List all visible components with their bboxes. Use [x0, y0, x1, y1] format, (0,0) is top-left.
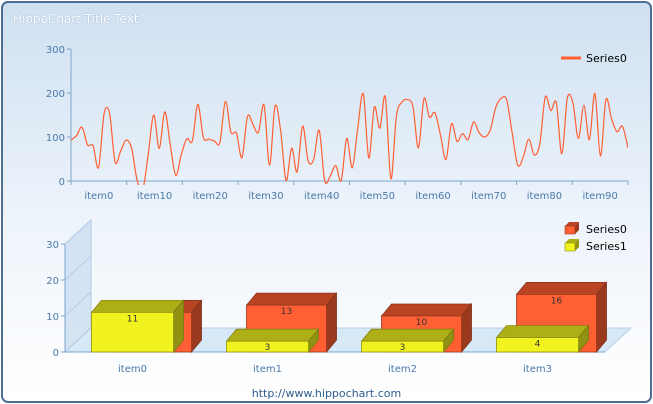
bar-series0-item1-top	[245, 292, 338, 306]
line-y-tick-label: 300	[46, 45, 65, 56]
bar-series1-item0-value-label: 11	[127, 314, 138, 324]
line-x-tick-label: item50	[360, 191, 395, 202]
line-y-tick-label: 0	[59, 177, 65, 188]
bar-wall-gridline	[64, 327, 92, 353]
bar-series1-item0-top	[90, 299, 185, 313]
bar-x-tick-label: item0	[118, 364, 147, 375]
chart-title: HippoChart Title Text	[13, 12, 139, 26]
bar-series1-item1-top	[225, 328, 320, 342]
bar-series0-item3-side	[596, 281, 607, 354]
bar-y-tick-label: 30	[46, 240, 59, 251]
bar-wall-gridline	[64, 219, 92, 245]
bar-series1-item3-front	[496, 337, 579, 353]
legend-series0-swatch-front	[564, 225, 576, 235]
legend-series0-swatch-side	[575, 222, 579, 234]
line-y-tick-label: 200	[46, 89, 65, 100]
line-y-tick-label: 100	[46, 133, 65, 144]
bar-series1-item2-value-label: 3	[400, 343, 406, 353]
bar-series0-item2-value-label: 10	[416, 318, 428, 328]
bar-wall-gridline	[64, 291, 92, 317]
bar-x-tick-label: item1	[253, 364, 282, 375]
line-x-tick-label: item0	[84, 191, 113, 202]
bar-series1-item1-front	[226, 340, 309, 353]
bar-series1-item1-value-label: 3	[265, 343, 271, 353]
line-x-tick-label: item40	[304, 191, 339, 202]
bar-series1-item2-top	[360, 328, 455, 342]
bar-series1-item2-front	[361, 340, 444, 353]
legend-series1-swatch-side	[575, 239, 579, 251]
bar-series0-item2-top	[380, 303, 473, 317]
series0-line	[71, 92, 628, 185]
legend-series1-swatch-front	[564, 242, 576, 252]
bar-x-tick-label: item3	[523, 364, 552, 375]
bar-series0-item1-value-label: 13	[281, 307, 292, 317]
bar-series1-item0-front	[91, 311, 174, 353]
bar-y-tick-label: 0	[53, 348, 59, 359]
legend-series1-swatch-top	[565, 239, 579, 243]
bar-series0-item3-top	[515, 281, 608, 295]
legend-series1-label: Series1	[586, 240, 627, 253]
bar-wall-gridline	[64, 255, 92, 281]
line-x-tick-label: item90	[582, 191, 617, 202]
bar-series0-item3-value-label: 16	[551, 296, 563, 306]
line-x-tick-label: item30	[248, 191, 283, 202]
legend-series0-swatch-top	[565, 222, 579, 226]
bar-y-tick-label: 20	[46, 276, 59, 287]
bar-y-tick-label: 10	[46, 312, 59, 323]
bar-series1-item3-top	[495, 325, 590, 339]
legend-series0-label: Series0	[586, 223, 627, 236]
line-x-tick-label: item60	[415, 191, 450, 202]
line-x-tick-label: item10	[137, 191, 172, 202]
line-x-tick-label: item80	[527, 191, 562, 202]
legend-series0-label: Series0	[586, 52, 627, 65]
bar-x-tick-label: item2	[388, 364, 417, 375]
bar-series1-item3-value-label: 4	[535, 340, 541, 350]
line-x-tick-label: item70	[471, 191, 506, 202]
line-x-tick-label: item20	[193, 191, 228, 202]
footer-link[interactable]: http://www.hippochart.com	[251, 387, 402, 400]
